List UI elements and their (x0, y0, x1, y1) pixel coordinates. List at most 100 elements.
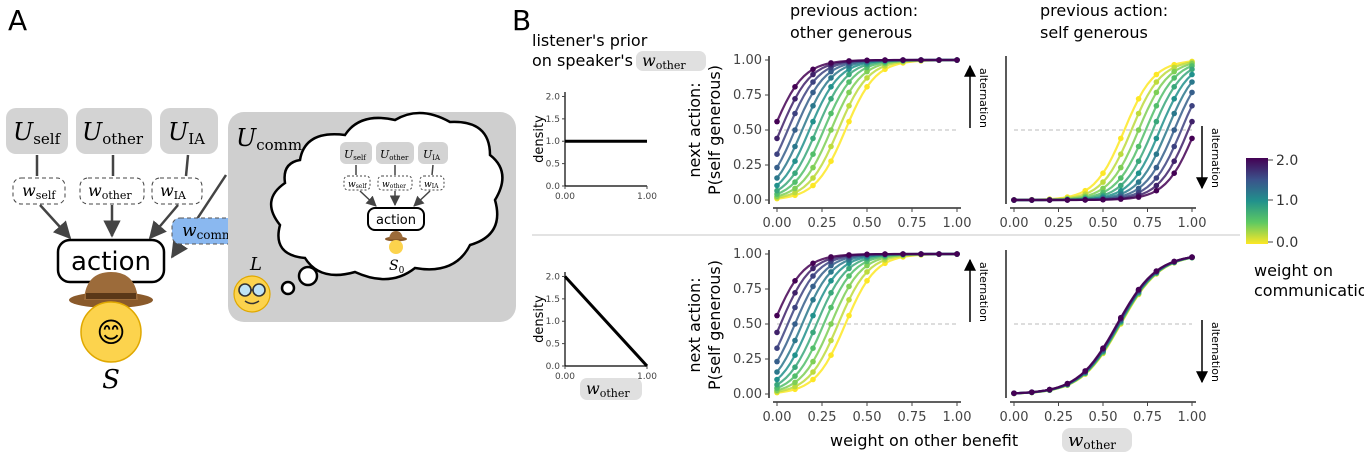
x-tick-label: 0.00 (763, 410, 792, 425)
speaker-cowboy-icon: 😊 (69, 272, 153, 363)
series-line (1013, 256, 1193, 395)
data-point (882, 57, 888, 63)
data-point (1189, 89, 1195, 96)
data-point (774, 164, 780, 171)
data-point (864, 57, 870, 64)
svg-text:Uself: Uself (344, 148, 367, 162)
prior-y-tick-label: 0.5 (546, 340, 560, 350)
x-tick-label: 0.25 (1044, 410, 1073, 425)
data-point (828, 337, 834, 344)
data-point (1153, 118, 1160, 125)
x-tick-label: 0.75 (898, 410, 927, 425)
series-line (1013, 256, 1193, 395)
data-point (954, 251, 960, 257)
data-point (1118, 175, 1124, 181)
svg-text:wother: wother (1068, 430, 1116, 452)
plot-bottom-other-generous: 0.00 0.25 0.50 0.75 1.00 0.00 0.25 0.50 0.75 1.00… (733, 247, 990, 425)
data-point (1171, 64, 1177, 71)
data-point (1189, 135, 1195, 142)
prior-density-label: density (532, 115, 547, 163)
data-point (1135, 286, 1142, 293)
data-point (846, 273, 852, 279)
data-point (1171, 96, 1177, 102)
data-point (810, 164, 816, 171)
colorbar-title-line2: communication (1254, 281, 1364, 300)
xlabel-symbol: wother (1062, 428, 1132, 452)
svg-text:action: action (376, 213, 416, 228)
data-point (1171, 110, 1177, 117)
data-point (810, 103, 816, 109)
y-tick-label: 1.00 (733, 247, 762, 262)
data-point (864, 68, 870, 75)
svg-text:Ucomm: Ucomm (236, 124, 302, 154)
data-point (1153, 175, 1160, 181)
listener-label: L (249, 254, 262, 275)
data-point (792, 189, 798, 196)
prior-y-tick-label: 2.0 (546, 272, 561, 282)
inner-weight-ia: wIA (419, 175, 445, 191)
col-title-1-line1: previous action: (790, 1, 918, 20)
svg-text:wother: wother (642, 51, 686, 72)
data-point (1100, 179, 1106, 185)
series-line (776, 59, 957, 199)
plot-top-self-generous: 0.00 0.25 0.50 0.75 1.00 alternation (1000, 56, 1222, 231)
data-point (810, 66, 816, 73)
svg-text:wIA: wIA (160, 181, 187, 202)
prior-y-tick-label: 1.0 (546, 137, 561, 147)
x-tick-label: 1.00 (1178, 410, 1207, 425)
data-point (1171, 143, 1177, 150)
data-point (1135, 185, 1142, 192)
data-point (900, 251, 906, 257)
svg-text:wother: wother (88, 181, 132, 202)
data-point (810, 260, 816, 267)
prior-title-symbol: wother (636, 51, 706, 72)
data-point (846, 252, 852, 258)
svg-text:wself: wself (22, 181, 56, 202)
utility-self-node: Uself (6, 108, 68, 154)
data-point (1011, 197, 1017, 203)
ylabel-bottom-line1: next action: (685, 277, 704, 372)
inner-utility-self: Uself (340, 142, 372, 164)
data-point (828, 96, 834, 102)
col-title-2-line1: previous action: (1040, 1, 1168, 20)
data-point (774, 358, 780, 365)
data-point (1135, 110, 1142, 117)
data-point (810, 358, 816, 365)
data-point (1118, 164, 1124, 171)
data-point (864, 84, 870, 90)
y-tick-label: 0.00 (733, 387, 762, 402)
svg-text:wIA: wIA (424, 180, 439, 190)
y-tick-label: 0.75 (733, 88, 762, 103)
data-point (1064, 380, 1071, 387)
y-tick-label: 0.25 (733, 352, 762, 367)
data-point (1046, 386, 1053, 393)
data-point (792, 290, 798, 296)
prior-y-tick-label: 0.0 (546, 362, 561, 372)
weight-ia-node: wIA (151, 177, 203, 205)
y-tick-label: 0.25 (733, 158, 762, 173)
x-tick-label: 0.75 (1133, 216, 1162, 231)
data-point (828, 254, 834, 260)
data-point (792, 179, 798, 185)
series-line (1013, 256, 1193, 395)
data-point (810, 118, 816, 125)
svg-text:UIA: UIA (168, 118, 205, 148)
weight-self-node: wself (12, 177, 66, 205)
data-point (1082, 197, 1088, 203)
data-point (828, 68, 834, 75)
inner-utility-ia: UIA (418, 142, 448, 164)
data-point (792, 185, 798, 192)
speaker-label: S (102, 365, 120, 395)
svg-text:Uother: Uother (380, 148, 409, 162)
data-point (936, 251, 942, 257)
data-point (1135, 194, 1142, 200)
data-point (810, 345, 816, 352)
x-tick-label: 0.75 (898, 216, 927, 231)
data-point (1171, 158, 1177, 164)
data-point (774, 175, 780, 181)
data-point (828, 262, 834, 269)
data-point (774, 345, 780, 352)
data-point (1100, 170, 1106, 176)
data-point (1029, 197, 1035, 203)
